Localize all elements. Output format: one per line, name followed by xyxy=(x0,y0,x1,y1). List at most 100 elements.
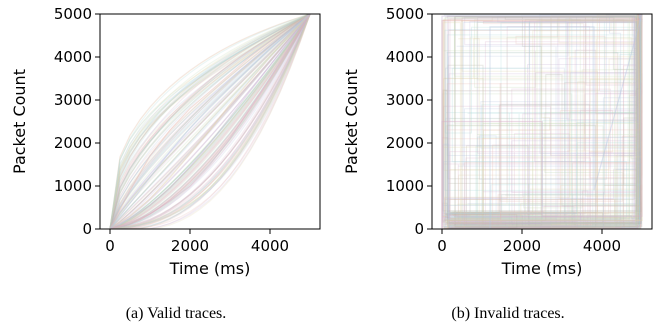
trace-line xyxy=(109,14,311,229)
trace-line xyxy=(109,14,311,229)
trace-line xyxy=(109,14,311,229)
trace-line xyxy=(449,17,643,221)
trace-line xyxy=(109,14,311,229)
trace-line xyxy=(109,14,311,229)
trace-line xyxy=(441,14,642,223)
trace-line xyxy=(109,14,311,229)
series-line xyxy=(442,14,643,229)
trace-line xyxy=(446,15,640,228)
trace-line xyxy=(109,14,311,229)
trace-line xyxy=(109,14,311,229)
y-tick-label: 4000 xyxy=(386,48,424,66)
trace-line xyxy=(444,14,642,223)
plot-frame xyxy=(99,13,321,230)
trace-line xyxy=(109,14,311,229)
trace-line xyxy=(451,16,642,222)
trace-line xyxy=(110,14,311,229)
trace-line xyxy=(109,14,311,229)
trace-line xyxy=(109,14,311,229)
trace-line xyxy=(109,14,311,229)
trace-line xyxy=(454,19,641,229)
trace-line xyxy=(110,14,311,229)
trace-line xyxy=(450,17,640,229)
trace-line xyxy=(443,14,641,229)
trace-line xyxy=(447,16,641,229)
trace-line xyxy=(451,17,642,221)
trace-line xyxy=(455,18,643,214)
trace-line xyxy=(453,14,643,214)
trace-line xyxy=(448,17,642,228)
trace-line xyxy=(109,14,311,229)
trace-line xyxy=(109,14,311,229)
trace-line xyxy=(109,14,311,229)
trace-line xyxy=(454,15,643,225)
trace-line xyxy=(109,14,311,229)
trace-line xyxy=(448,14,641,229)
trace-line xyxy=(450,14,642,228)
trace-line xyxy=(109,14,311,229)
trace-line xyxy=(446,14,643,216)
trace-line xyxy=(109,14,311,229)
trace-line xyxy=(457,17,642,228)
trace-line xyxy=(446,15,642,218)
trace-line xyxy=(454,16,639,227)
trace-line xyxy=(109,14,311,229)
trace-line xyxy=(109,14,311,229)
trace-line xyxy=(442,19,642,222)
x-axis-label: Time (ms) xyxy=(169,259,251,278)
trace-line xyxy=(109,14,311,229)
trace-line xyxy=(447,16,640,224)
trace-line xyxy=(451,17,643,229)
trace-line xyxy=(109,14,311,229)
trace-line xyxy=(109,14,311,229)
trace-line xyxy=(448,20,643,224)
trace-line xyxy=(444,14,642,221)
x-tick-label: 4000 xyxy=(251,237,289,255)
trace-line xyxy=(109,14,311,229)
trace-line xyxy=(451,19,642,214)
trace-line xyxy=(109,14,311,229)
trace-line xyxy=(444,15,642,220)
y-tick-label: 3000 xyxy=(54,91,92,109)
trace-line xyxy=(109,14,311,229)
x-tick-label: 4000 xyxy=(583,237,621,255)
series-line xyxy=(441,14,642,229)
trace-line xyxy=(443,19,643,226)
trace-line xyxy=(109,14,311,229)
trace-line xyxy=(109,14,311,229)
trace-line xyxy=(109,14,311,229)
series-line xyxy=(109,14,311,229)
trace-line xyxy=(443,19,643,228)
trace-line xyxy=(444,18,643,214)
series-line xyxy=(109,14,311,229)
y-tick-label: 5000 xyxy=(386,5,424,23)
series-line xyxy=(109,14,311,229)
trace-line xyxy=(445,17,640,229)
x-tick-label: 0 xyxy=(437,237,447,255)
trace-line xyxy=(447,16,641,229)
trace-line xyxy=(110,14,311,229)
trace-line xyxy=(451,14,639,228)
trace-line xyxy=(109,14,311,229)
trace-line xyxy=(443,16,640,229)
trace-line xyxy=(449,16,638,214)
trace-line xyxy=(443,18,641,221)
trace-line xyxy=(109,14,311,229)
trace-line xyxy=(109,14,311,229)
trace-line xyxy=(443,15,640,216)
trace-line xyxy=(443,15,643,224)
trace-line xyxy=(451,14,641,229)
trace-line xyxy=(109,14,311,229)
trace-line xyxy=(442,15,641,229)
trace-cloud xyxy=(441,14,643,229)
trace-line xyxy=(109,14,311,229)
trace-line xyxy=(109,14,311,229)
trace-line xyxy=(109,14,311,229)
y-tick-label: 1000 xyxy=(54,177,92,195)
trace-line xyxy=(109,14,311,229)
trace-line xyxy=(442,17,643,224)
trace-line xyxy=(446,19,640,217)
trace-line xyxy=(109,14,311,229)
trace-line xyxy=(450,14,640,219)
